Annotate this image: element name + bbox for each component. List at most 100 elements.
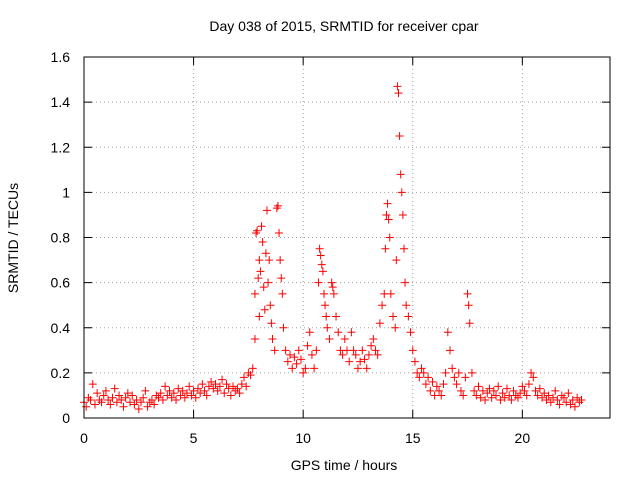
- data-point: [314, 278, 323, 287]
- data-point: [489, 386, 498, 395]
- data-point: [209, 384, 218, 393]
- data-point: [104, 395, 113, 404]
- data-point: [198, 380, 207, 389]
- data-point: [464, 301, 473, 310]
- data-point: [529, 373, 538, 382]
- data-point: [527, 368, 536, 377]
- data-point: [485, 384, 494, 393]
- data-point: [570, 402, 579, 411]
- data-point: [448, 364, 457, 373]
- data-point: [319, 289, 328, 298]
- data-point: [163, 391, 172, 400]
- data-point: [86, 395, 95, 404]
- data-point: [369, 335, 378, 344]
- data-point: [535, 384, 544, 393]
- data-point: [394, 89, 403, 98]
- data-point: [476, 393, 485, 402]
- data-point: [564, 389, 573, 398]
- data-point: [398, 210, 407, 219]
- data-point: [419, 368, 428, 377]
- data-point: [502, 384, 511, 393]
- data-point: [156, 389, 165, 398]
- data-point: [290, 353, 299, 362]
- data-point: [292, 359, 301, 368]
- data-point: [559, 393, 568, 402]
- data-point: [487, 393, 496, 402]
- data-point: [323, 323, 332, 332]
- data-point: [226, 391, 235, 400]
- data-point: [286, 350, 295, 359]
- data-point: [161, 382, 170, 391]
- data-point: [246, 371, 255, 380]
- data-point: [296, 355, 305, 364]
- data-point: [141, 386, 150, 395]
- data-point: [88, 380, 97, 389]
- data-point: [183, 389, 192, 398]
- data-point: [553, 395, 562, 404]
- data-point: [498, 389, 507, 398]
- data-point: [263, 206, 272, 215]
- data-point: [349, 346, 358, 355]
- data-point: [123, 389, 132, 398]
- data-point: [110, 384, 119, 393]
- data-point: [406, 328, 415, 337]
- data-point: [334, 328, 343, 337]
- data-point: [393, 82, 402, 91]
- data-point: [538, 393, 547, 402]
- data-point: [402, 301, 411, 310]
- data-point: [134, 404, 143, 413]
- data-point: [389, 312, 398, 321]
- data-point: [364, 350, 373, 359]
- data-point: [233, 384, 242, 393]
- data-point: [310, 364, 319, 373]
- data-point: [106, 400, 115, 409]
- data-point: [279, 323, 288, 332]
- y-tick-label: 0.4: [51, 320, 71, 336]
- data-point: [229, 382, 238, 391]
- data-point: [396, 170, 405, 179]
- data-point: [321, 301, 330, 310]
- data-point: [248, 364, 257, 373]
- data-point: [257, 222, 266, 231]
- data-point: [93, 389, 102, 398]
- data-point: [566, 400, 575, 409]
- data-point: [439, 380, 448, 389]
- data-point: [178, 386, 187, 395]
- data-point: [115, 391, 124, 400]
- data-point: [513, 393, 522, 402]
- data-point: [187, 391, 196, 400]
- data-point: [347, 328, 356, 337]
- data-point: [496, 395, 505, 404]
- y-tick-label: 1.4: [51, 94, 71, 110]
- data-point: [185, 382, 194, 391]
- data-point: [256, 267, 265, 276]
- data-point: [353, 364, 362, 373]
- data-point: [117, 395, 126, 404]
- data-point: [516, 389, 525, 398]
- data-point: [544, 391, 553, 400]
- data-point: [441, 368, 450, 377]
- data-point: [367, 341, 376, 350]
- data-point: [562, 398, 571, 407]
- data-point: [307, 350, 316, 359]
- data-point: [351, 350, 360, 359]
- data-point: [265, 256, 274, 265]
- x-tick-label: 15: [405, 430, 421, 446]
- data-point: [255, 256, 264, 265]
- grid-lines: [84, 57, 610, 418]
- x-tick-labels: 0 5 10 15 20: [80, 430, 530, 446]
- data-point: [399, 244, 408, 253]
- data-point: [108, 393, 117, 402]
- data-point: [222, 380, 231, 389]
- y-tick-labels: 0 0.2 0.4 0.6 0.8 1 1.2 1.4 1.6: [51, 49, 71, 426]
- y-tick-label: 0: [62, 410, 70, 426]
- data-point: [381, 244, 390, 253]
- data-point: [437, 391, 446, 400]
- data-point: [446, 346, 455, 355]
- data-point: [275, 228, 284, 237]
- data-point: [176, 391, 185, 400]
- y-tick-label: 1.2: [51, 139, 71, 155]
- data-point: [191, 393, 200, 402]
- data-point: [315, 244, 324, 253]
